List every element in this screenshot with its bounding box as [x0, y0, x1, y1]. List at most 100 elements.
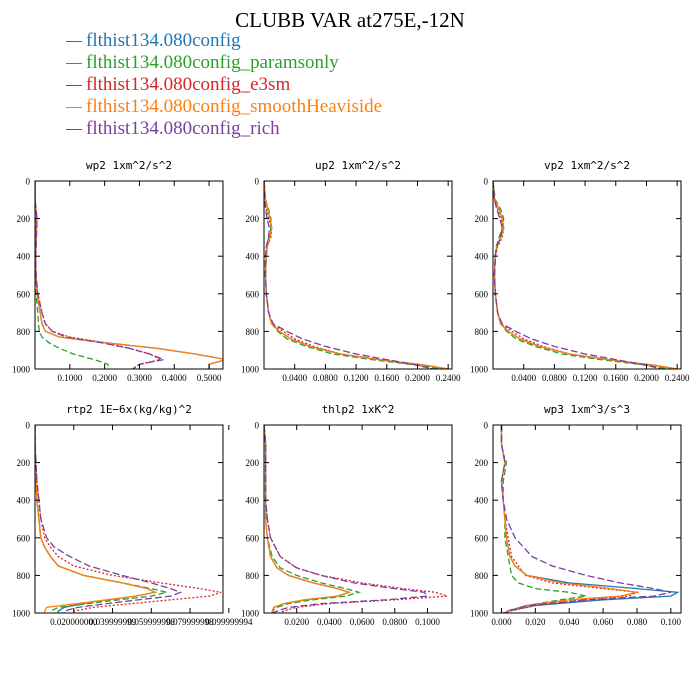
- panel-5: thlp2 1xK^2 0 200 400 600 800 1000 0.0200 0.0400…: [241, 403, 453, 627]
- y-tick-label: 400: [17, 252, 31, 262]
- series-line-2: [264, 425, 362, 613]
- y-tick-label: 1000: [12, 365, 31, 375]
- legend-label: flthist134.080config_smoothHeaviside: [86, 96, 383, 117]
- legend-entry: flthist134.080config_e3sm: [66, 74, 382, 96]
- y-tick-label: 800: [17, 571, 31, 581]
- x-tick-label: 0.2000: [405, 373, 430, 383]
- y-tick-label: 0: [484, 177, 489, 187]
- y-tick-label: 800: [17, 327, 31, 337]
- y-tick-label: 800: [475, 327, 489, 337]
- x-tick-label: 0.0400: [317, 617, 342, 627]
- legend-label: flthist134.080config_rich: [86, 118, 280, 139]
- series-line-5: [264, 425, 429, 613]
- x-tick-label: 0.040: [559, 617, 580, 627]
- series-line-5: [35, 425, 183, 613]
- series-line-3: [493, 181, 662, 369]
- y-tick-label: 600: [475, 533, 489, 543]
- series-line-1: [35, 425, 158, 613]
- x-tick-label: 0.039999999: [89, 617, 137, 627]
- x-tick-label: 0.1000: [57, 373, 82, 383]
- x-tick-label: 0.000: [491, 617, 512, 627]
- y-tick-label: 800: [475, 571, 489, 581]
- y-tick-label: 400: [246, 252, 260, 262]
- y-tick-label: 600: [475, 289, 489, 299]
- x-tick-label: 0.0800: [542, 373, 567, 383]
- panel-title: vp2 1xm^2/s^2: [544, 159, 630, 172]
- y-tick-label: 600: [246, 533, 260, 543]
- legend-label: flthist134.080config: [86, 30, 241, 51]
- panel-title: wp2 1xm^2/s^2: [86, 159, 172, 172]
- y-tick-label: 400: [475, 252, 489, 262]
- y-tick-label: 800: [246, 327, 260, 337]
- y-tick-label: 800: [246, 571, 260, 581]
- legend-line-swatch: [66, 63, 82, 65]
- y-tick-label: 200: [475, 214, 489, 224]
- y-tick-label: 600: [17, 533, 31, 543]
- panel-1: wp2 1xm^2/s^2 0 200 400 600 800 1000 0.1000 0.20…: [12, 159, 224, 383]
- series-line-2: [264, 181, 441, 369]
- x-tick-label: 0.0800: [382, 617, 407, 627]
- series-line-2: [500, 425, 587, 613]
- y-tick-label: 1000: [12, 609, 31, 619]
- y-tick-label: 1000: [470, 365, 489, 375]
- y-tick-label: 200: [475, 458, 489, 468]
- series-line-4: [35, 181, 223, 369]
- series-line-5: [35, 181, 167, 369]
- y-tick-label: 600: [17, 289, 31, 299]
- x-tick-label: 0.5000: [197, 373, 222, 383]
- legend-line-swatch: [66, 129, 82, 131]
- series-line-1: [264, 425, 352, 613]
- y-tick-label: 0: [255, 421, 260, 431]
- panel-title: rtp2 1E−6x(kg/kg)^2: [66, 403, 192, 416]
- series-line-3: [264, 425, 448, 613]
- y-tick-label: 0: [255, 177, 260, 187]
- legend-line-swatch: [66, 85, 82, 87]
- x-tick-label: 0.4000: [162, 373, 187, 383]
- x-tick-label: 0.0400: [511, 373, 536, 383]
- legend-label: flthist134.080config_paramsonly: [86, 52, 339, 73]
- series-line-3: [35, 181, 163, 369]
- x-tick-label: 0.099999994: [205, 617, 253, 627]
- series-line-2: [493, 181, 670, 369]
- legend: flthist134.080config flthist134.080config…: [66, 30, 382, 140]
- y-tick-label: 200: [17, 458, 31, 468]
- plot-frame: [263, 424, 453, 614]
- plot-frame: [492, 424, 682, 614]
- x-tick-label: 0.0800: [313, 373, 338, 383]
- legend-entry: flthist134.080config_rich: [66, 118, 382, 140]
- x-tick-label: 0.1600: [374, 373, 399, 383]
- y-tick-label: 0: [26, 421, 31, 431]
- series-line-5: [500, 425, 671, 613]
- series-line-3: [264, 181, 433, 369]
- panel-title: up2 1xm^2/s^2: [315, 159, 401, 172]
- x-tick-label: 0.1600: [603, 373, 628, 383]
- panel-title: thlp2 1xK^2: [322, 403, 395, 416]
- series-line-5: [493, 181, 662, 369]
- plot-frame: [34, 424, 224, 614]
- figure-title: CLUBB VAR at275E,-12N: [235, 8, 465, 32]
- plot-frame: [492, 180, 682, 370]
- y-tick-label: 400: [17, 496, 31, 506]
- y-tick-label: 400: [475, 496, 489, 506]
- x-tick-label: 0.100: [661, 617, 682, 627]
- y-tick-label: 200: [17, 214, 31, 224]
- x-tick-label: 0.2000: [634, 373, 659, 383]
- y-tick-label: 600: [246, 289, 260, 299]
- y-tick-label: 200: [246, 214, 260, 224]
- plot-frame: [34, 180, 224, 370]
- legend-label: flthist134.080config_e3sm: [86, 74, 291, 95]
- legend-line-swatch: [66, 41, 82, 43]
- y-tick-label: 200: [246, 458, 260, 468]
- x-tick-label: 0.2000: [92, 373, 117, 383]
- y-tick-label: 1000: [241, 609, 260, 619]
- y-tick-label: 0: [484, 421, 489, 431]
- x-tick-label: 0.080: [627, 617, 648, 627]
- series-line-1: [35, 181, 223, 369]
- series-line-2: [35, 425, 167, 613]
- x-tick-label: 0.020000000: [50, 617, 98, 627]
- x-tick-label: 0.0200: [284, 617, 309, 627]
- x-tick-label: 0.3000: [127, 373, 152, 383]
- x-tick-label: 0.2400: [436, 373, 461, 383]
